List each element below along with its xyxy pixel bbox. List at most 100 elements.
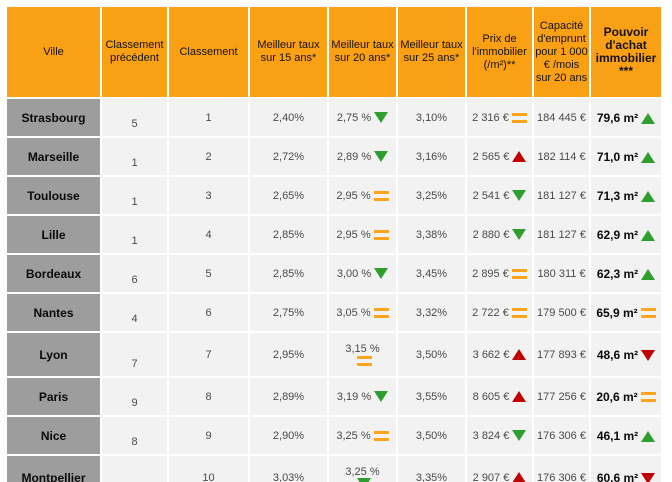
cell-value: 6 bbox=[131, 274, 138, 286]
classement-precedent-cell: 10 bbox=[102, 456, 167, 482]
ville-cell: Lille bbox=[7, 216, 100, 253]
capacite-emprunt-cell: 179 500 € bbox=[534, 294, 589, 331]
cell-value: Marseille bbox=[27, 149, 80, 164]
cell-value: 2,95 % bbox=[336, 189, 371, 202]
prix-immobilier-cell: 3 824 € bbox=[467, 417, 532, 454]
cell-value: 2,95% bbox=[272, 348, 305, 361]
column-header-taux-15-ans: Meilleur taux sur 15 ans* bbox=[250, 7, 327, 97]
ville-cell: Strasbourg bbox=[7, 99, 100, 136]
cell-value: 3,00 % bbox=[336, 267, 372, 280]
cell-value: 79,6 m² bbox=[596, 110, 639, 125]
pouvoir-achat-cell: 46,1 m² bbox=[591, 417, 661, 454]
triangle-up-green-icon bbox=[641, 229, 656, 241]
taux-15-ans-cell: 2,85% bbox=[250, 216, 327, 253]
cell-value: 3,10% bbox=[415, 111, 448, 124]
cell-value: 1 bbox=[131, 235, 138, 247]
capacite-emprunt-cell: 177 893 € bbox=[534, 333, 589, 376]
cell-value: 2 bbox=[205, 150, 212, 163]
classement-precedent-cell: 7 bbox=[102, 333, 167, 376]
cell-value: 3,03% bbox=[272, 471, 305, 482]
classement-cell: 9 bbox=[169, 417, 248, 454]
triangle-down-red-icon bbox=[641, 349, 656, 361]
triangle-up-green-icon bbox=[641, 268, 656, 280]
taux-25-ans-cell: 3,32% bbox=[398, 294, 465, 331]
cell-value: 182 114 € bbox=[537, 150, 586, 163]
cell-value: 48,6 m² bbox=[596, 347, 639, 362]
taux-20-ans-cell: 3,19 % bbox=[329, 378, 396, 415]
cell-value: Paris bbox=[38, 389, 69, 404]
classement-precedent-cell: 4 bbox=[102, 294, 167, 331]
cell-value: 180 311 € bbox=[537, 267, 586, 280]
classement-cell: 2 bbox=[169, 138, 248, 175]
taux-15-ans-cell: 2,89% bbox=[250, 378, 327, 415]
cell-value: 10 bbox=[202, 471, 215, 482]
triangle-up-green-icon bbox=[641, 112, 656, 124]
equals-orange-icon bbox=[373, 307, 389, 318]
table-row-lyon: Lyon 7 7 2,95% 3,15 % 3,50% 3 662 € 177 893 € 48… bbox=[7, 333, 661, 376]
taux-20-ans-cell: 3,15 % bbox=[329, 333, 396, 376]
taux-20-ans-cell: 2,75 % bbox=[329, 99, 396, 136]
prix-immobilier-cell: 2 907 € bbox=[467, 456, 532, 482]
cell-value: 177 893 € bbox=[537, 348, 586, 361]
cell-value: 7 bbox=[131, 358, 138, 370]
cell-value: 2 565 € bbox=[472, 150, 510, 163]
triangle-up-green-icon bbox=[641, 151, 656, 163]
cell-value: 2 541 € bbox=[472, 189, 510, 202]
cell-value: 177 256 € bbox=[537, 390, 586, 403]
taux-15-ans-cell: 2,72% bbox=[250, 138, 327, 175]
cell-value: 2 316 € bbox=[472, 111, 509, 124]
cell-value: 2 880 € bbox=[472, 228, 510, 241]
triangle-down-green-icon bbox=[374, 391, 389, 403]
triangle-down-green-icon bbox=[374, 112, 389, 124]
cell-value: Lille bbox=[41, 227, 66, 242]
cell-value: 2,89 % bbox=[336, 150, 372, 163]
cell-value: 3,15 % bbox=[345, 342, 380, 355]
cell-value: 6 bbox=[205, 306, 212, 319]
cell-value: 62,3 m² bbox=[596, 266, 639, 281]
equals-orange-icon bbox=[511, 307, 527, 318]
cell-value: 2,95 % bbox=[336, 228, 371, 241]
cell-value: 2,85% bbox=[272, 267, 305, 280]
pouvoir-achat-cell: 71,0 m² bbox=[591, 138, 661, 175]
cell-value: 179 500 € bbox=[537, 306, 586, 319]
triangle-up-green-icon bbox=[641, 430, 656, 442]
triangle-up-red-icon bbox=[512, 349, 527, 361]
ville-cell: Montpellier bbox=[7, 456, 100, 482]
equals-orange-icon bbox=[373, 229, 389, 240]
cell-value: 2,89% bbox=[272, 390, 305, 403]
cell-value: 8 605 € bbox=[472, 390, 510, 403]
cell-value: 3 824 € bbox=[472, 429, 510, 442]
taux-15-ans-cell: 2,85% bbox=[250, 255, 327, 292]
table-body: Strasbourg 5 1 2,40% 2,75 % 3,10% 2 316 €184 4… bbox=[7, 99, 661, 482]
cell-value: 4 bbox=[205, 228, 212, 241]
column-header-pouvoir-achat: Pouvoir d'achat immobilier *** bbox=[591, 7, 661, 97]
classement-precedent-cell: 1 bbox=[102, 138, 167, 175]
cell-value: 3 bbox=[205, 189, 212, 202]
classement-precedent-cell: 6 bbox=[102, 255, 167, 292]
classement-cell: 8 bbox=[169, 378, 248, 415]
taux-15-ans-cell: 2,95% bbox=[250, 333, 327, 376]
cell-value: 3,32% bbox=[415, 306, 448, 319]
triangle-up-red-icon bbox=[512, 151, 527, 163]
pouvoir-achat-cell: 62,9 m² bbox=[591, 216, 661, 253]
equals-orange-icon bbox=[640, 308, 656, 319]
triangle-up-red-icon bbox=[512, 472, 527, 482]
pouvoir-achat-cell: 48,6 m² bbox=[591, 333, 661, 376]
prix-immobilier-cell: 2 722 € bbox=[467, 294, 532, 331]
prix-immobilier-cell: 8 605 € bbox=[467, 378, 532, 415]
cell-value: 3,16% bbox=[415, 150, 448, 163]
ville-cell: Nantes bbox=[7, 294, 100, 331]
cell-value: 3,45% bbox=[415, 267, 448, 280]
header-row: Ville Classement précédent Classement Meill… bbox=[7, 7, 661, 97]
cell-value: 2,72% bbox=[272, 150, 305, 163]
cell-value: 2 907 € bbox=[472, 471, 510, 482]
cell-value: Nice bbox=[40, 428, 67, 443]
taux-20-ans-cell: 3,00 % bbox=[329, 255, 396, 292]
cell-value: 176 306 € bbox=[537, 471, 586, 482]
equals-orange-icon bbox=[511, 268, 527, 279]
classement-precedent-cell: 8 bbox=[102, 417, 167, 454]
cell-value: 3 662 € bbox=[472, 348, 510, 361]
ville-cell: Marseille bbox=[7, 138, 100, 175]
cell-value: 9 bbox=[131, 397, 138, 409]
cell-value: 8 bbox=[205, 390, 212, 403]
